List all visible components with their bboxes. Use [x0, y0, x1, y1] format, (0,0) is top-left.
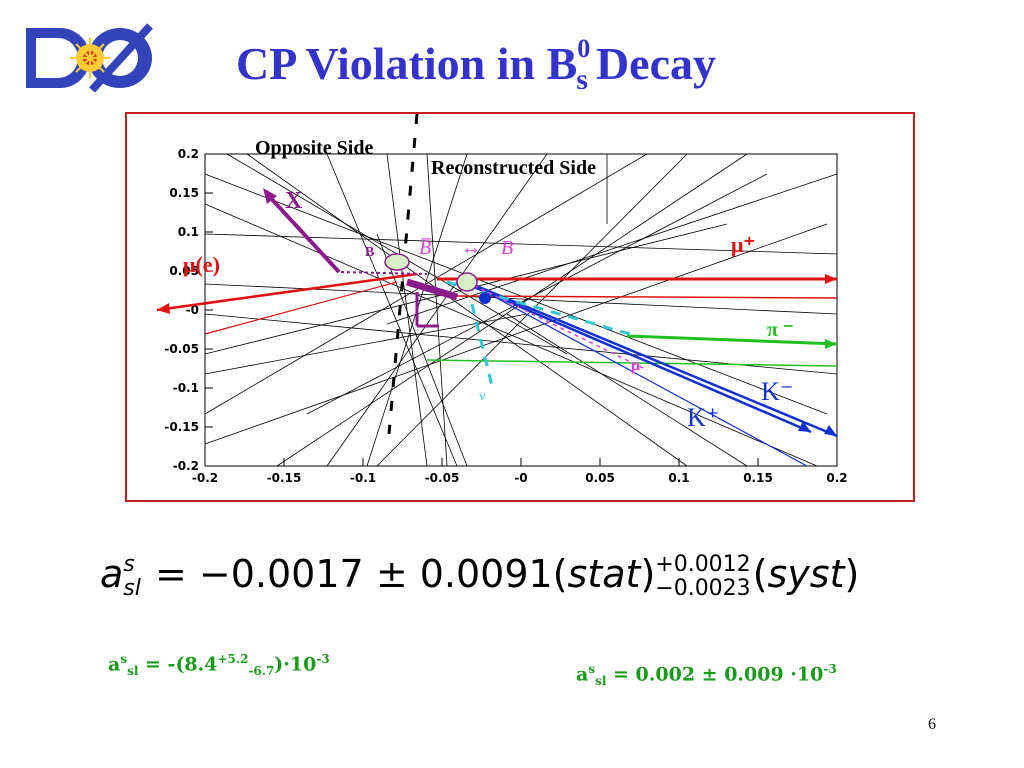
res1-tail: )·10 [274, 653, 317, 676]
y-tick-label: -0.2 [173, 459, 199, 473]
event-display-panel: 0.2 0.15 0.1 0.05 -0 -0.05 -0.1 -0.15 -0.2 -0.2 -… [125, 112, 915, 502]
res1-down: -6.7 [248, 664, 275, 679]
k-plus-label: K⁺ [687, 403, 720, 432]
page-number: 6 [928, 716, 936, 733]
blue-track-3 [466, 281, 808, 467]
res2-body: = 0.002 ± 0.009 ·10 [606, 663, 824, 686]
x-tick-label: 0.15 [743, 471, 773, 485]
res1-exp: -3 [316, 652, 330, 666]
formula-syst: syst [767, 552, 845, 596]
title-sub: s [576, 63, 588, 96]
res1-a: a [108, 653, 121, 676]
magenta-dashed-track [466, 281, 648, 371]
asl-formula: as sl = −0.0017 ± 0.0091(stat)+0.0012 −0.0… [100, 552, 860, 601]
pi-minus-arrow-icon [825, 339, 837, 349]
k-plus-track [466, 282, 812, 434]
title-tail: Decay [595, 38, 716, 89]
red-track-3 [204, 281, 398, 335]
formula-syst-down: −0.0023 [655, 575, 751, 601]
result-right: assl = 0.002 ± 0.009 ·10-3 [576, 662, 837, 688]
formula-sub: sl [123, 575, 141, 601]
x-tick-label: -0.1 [350, 471, 376, 485]
formula-eq: = [154, 552, 187, 596]
formula-stat: stat [567, 552, 641, 596]
res2-exp: -3 [823, 662, 837, 676]
result-left: assl = -(8.4+5.2-6.7)·10-3 [108, 652, 330, 678]
reconstructed-side-label: Reconstructed Side [431, 157, 596, 179]
sv-ellipse [456, 272, 478, 292]
x-track [265, 192, 341, 274]
b-label: B [365, 245, 374, 260]
formula-value: −0.0017 [198, 552, 364, 596]
pi-minus-track [626, 334, 838, 346]
x-tick-label: -0 [514, 471, 527, 485]
formula-syst-up: +0.0012 [655, 552, 751, 578]
d0-logo [20, 18, 160, 98]
x-arrow-icon [263, 188, 277, 204]
x-tick-label: 0.1 [668, 471, 689, 485]
formula-supsub: s sl [123, 553, 141, 599]
y-tick-label: 0.2 [178, 147, 199, 161]
bbar-s0-label: B̅ [419, 237, 432, 259]
y-tick-label: 0.15 [169, 186, 199, 200]
slide-title: CP Violation in B0s Decay [236, 36, 716, 95]
k-minus-track [466, 280, 838, 438]
title-main: CP Violation in B [236, 38, 578, 89]
res1-up: +5.2 [217, 652, 249, 666]
bs0-label: B [501, 237, 513, 259]
oscillation-label: ↔ [461, 237, 481, 259]
formula-stat-err: 0.0091 [419, 552, 553, 596]
res2-sub: sl [595, 674, 607, 689]
neutrino-track [470, 303, 494, 387]
formula-syst-supsub: +0.0012 −0.0023 [655, 553, 750, 599]
side-separator [387, 114, 419, 435]
x-tick-label: 0.2 [826, 471, 847, 485]
b-flight-track [405, 278, 459, 301]
cyan-dashed-track [446, 280, 638, 338]
x-tick-label: -0.2 [192, 471, 218, 485]
mu-e-arrow-icon [157, 303, 170, 314]
x-tick-label: -0.15 [267, 471, 302, 485]
opposite-side-label: Opposite Side [255, 137, 373, 159]
res2-sup: s [588, 662, 596, 676]
pi-minus-label: π ⁻ [767, 319, 794, 341]
k-minus-label: K⁻ [761, 377, 794, 406]
mu-e-track [156, 272, 418, 312]
res1-sup: s [120, 652, 128, 666]
y-tick-label: -0.05 [164, 342, 199, 356]
res1-body: = -(8.4 [138, 653, 218, 676]
event-display-svg: 0.2 0.15 0.1 0.05 -0 -0.05 -0.1 -0.15 -0.2 -0.2 -… [156, 114, 848, 485]
b-dashed-track [340, 271, 428, 275]
title-sup: 0 [577, 34, 591, 63]
mu-small-label: μ [631, 357, 640, 374]
formula-a: a [100, 552, 124, 596]
x-label: X [285, 188, 303, 214]
x-tick-label: -0.05 [425, 471, 460, 485]
nu-label: ν [479, 389, 485, 404]
mu-plus-arrow-icon [825, 274, 837, 284]
y-tick-label: 0.1 [178, 225, 199, 239]
formula-sup: s [123, 552, 135, 578]
res1-sub: sl [127, 664, 139, 679]
ds-vertex [479, 292, 491, 304]
mu-e-label: μ(e) [183, 252, 220, 277]
res2-a: a [576, 663, 589, 686]
red-track-2 [456, 295, 838, 299]
mu-plus-label: μ⁺ [731, 232, 755, 257]
k-minus-arrow-icon [824, 425, 837, 436]
k-plus-arrow-icon [798, 421, 811, 432]
pv-ellipse [384, 253, 410, 271]
green-track-2 [426, 359, 838, 367]
formula-pm: ± [375, 552, 408, 596]
y-tick-label: -0.1 [173, 381, 199, 395]
y-tick-label: 0.05 [169, 264, 199, 278]
x-tick-label: 0.05 [585, 471, 615, 485]
y-tick-label: -0.15 [164, 420, 199, 434]
